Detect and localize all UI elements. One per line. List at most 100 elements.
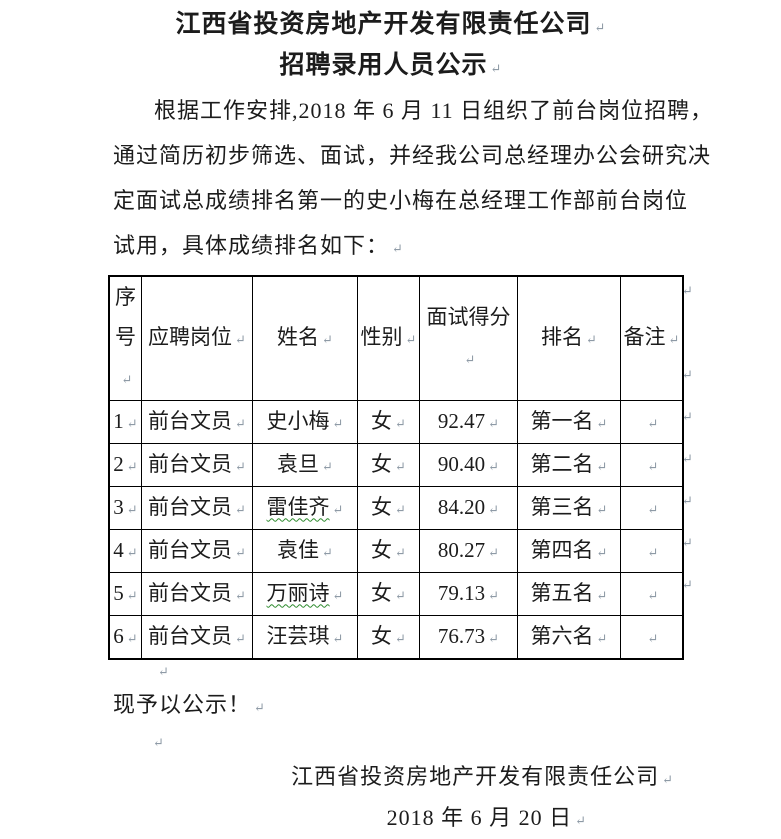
paragraph-mark-icon: ↵ xyxy=(395,458,406,474)
cell-text: 前台文员 xyxy=(148,494,233,519)
paragraph-mark-icon: ↵ xyxy=(126,544,138,560)
header-text: 姓名 xyxy=(277,325,320,349)
row-end-mark-icon: ↵ xyxy=(682,451,693,466)
cell-gender: 女 ↵ xyxy=(357,443,420,487)
cell-no: 3 ↵ xyxy=(108,486,142,530)
cell-text: 雷佳齐 xyxy=(266,494,330,519)
cell-text: 6 xyxy=(113,623,124,648)
cell-text: 前台文员 xyxy=(148,408,233,433)
paragraph-mark-icon: ↵ xyxy=(332,415,344,431)
header-text: 序号 xyxy=(115,285,136,349)
cell-gender: 女 ↵ xyxy=(357,572,420,616)
table-row: 1 ↵ 前台文员 ↵ 史小梅 ↵ 女 ↵ 92.47 ↵ 第一名 ↵ ↵ xyxy=(108,400,684,444)
paragraph-mark-icon: ↵ xyxy=(126,501,138,517)
cell-text: 第五名 xyxy=(530,580,594,605)
cell-rank: 第二名 ↵ xyxy=(517,443,621,487)
row-end-mark-icon: ↵ xyxy=(682,493,693,508)
header-text: 应聘岗位 xyxy=(148,325,233,349)
cell-position: 前台文员 ↵ xyxy=(141,615,253,660)
cell-no: 5 ↵ xyxy=(108,572,142,616)
body-text: 根据工作安排,2018 年 6 月 11 日组织了前台岗位招聘， xyxy=(154,98,714,123)
document: 江西省投资房地产开发有限责任公司 ↵ 招聘录用人员公示 ↵ 根据工作安排,2018 … xyxy=(0,11,781,830)
cell-score: 92.47 ↵ xyxy=(419,400,518,444)
header-gender: 性别 ↵ xyxy=(357,275,420,401)
row-end-mark-icon: ↵ xyxy=(682,535,693,550)
cell-gender: 女 ↵ xyxy=(357,486,420,530)
cell-remark: ↵ xyxy=(620,443,684,487)
cell-text: 女 xyxy=(371,451,393,476)
cell-text: 3 xyxy=(113,494,124,519)
header-remark: 备注 ↵ xyxy=(620,275,684,401)
header-text: 排名 xyxy=(541,325,584,349)
cell-score: 90.40 ↵ xyxy=(419,443,518,487)
paragraph-mark-icon: ↵ xyxy=(332,587,344,603)
cell-position: 前台文员 ↵ xyxy=(141,572,253,616)
score-table: 序号↵ 应聘岗位 ↵ 姓名 ↵ 性别 ↵ 面试得分↵ 排名 ↵ 备注 ↵ 1 ↵ 前台文员 ↵ 史小梅 ↵ 女 ↵ 92… xyxy=(108,275,684,660)
paragraph-mark-icon: ↵ xyxy=(668,332,680,347)
paragraph-mark-icon: ↵ xyxy=(575,813,586,828)
paragraph-mark-icon: ↵ xyxy=(322,332,333,347)
title-text: 江西省投资房地产开发有限责任公司 xyxy=(175,11,592,38)
cell-text: 汪芸琪 xyxy=(266,623,330,648)
table-row: 5 ↵ 前台文员 ↵ 万丽诗 ↵ 女 ↵ 79.13 ↵ 第五名 ↵ ↵ xyxy=(108,572,684,616)
cell-score: 79.13 ↵ xyxy=(419,572,518,616)
paragraph-mark-icon: ↵ xyxy=(158,664,169,679)
paragraph-mark-icon: ↵ xyxy=(126,630,138,646)
cell-text: 第三名 xyxy=(530,494,594,519)
cell-no: 2 ↵ xyxy=(108,443,142,487)
signature-company: 江西省投资房地产开发有限责任公司 ↵ xyxy=(0,757,781,800)
paragraph-mark-icon: ↵ xyxy=(235,415,246,431)
row-end-mark-icon: ↵ xyxy=(682,283,693,298)
doc-title-line2: 招聘录用人员公示 ↵ xyxy=(0,47,781,88)
paragraph-mark-icon: ↵ xyxy=(322,544,333,560)
paragraph-mark-icon: ↵ xyxy=(647,501,659,517)
cell-rank: 第五名 ↵ xyxy=(517,572,621,616)
paragraph-mark-icon: ↵ xyxy=(235,458,246,474)
cell-score: 80.27 ↵ xyxy=(419,529,518,573)
cell-rank: 第一名 ↵ xyxy=(517,400,621,444)
signature-date: 2018 年 6 月 20 日 ↵ xyxy=(0,800,781,839)
row-end-mark-icon: ↵ xyxy=(682,367,693,382)
cell-text: 袁旦 xyxy=(277,451,320,476)
cell-remark: ↵ xyxy=(620,615,684,660)
body-line-3: 定面试总成绩排名第一的史小梅在总经理工作部前台岗位 xyxy=(0,178,687,223)
paragraph-mark-icon: ↵ xyxy=(596,501,608,517)
paragraph-mark-icon: ↵ xyxy=(153,735,164,750)
header-position: 应聘岗位 ↵ xyxy=(141,275,253,401)
cell-text: 前台文员 xyxy=(148,537,233,562)
cell-gender: 女 ↵ xyxy=(357,400,420,444)
paragraph-mark-icon: ↵ xyxy=(395,630,406,646)
cell-position: 前台文员 ↵ xyxy=(141,400,253,444)
paragraph-mark-icon: ↵ xyxy=(488,630,500,646)
body-text: 定面试总成绩排名第一的史小梅在总经理工作部前台岗位 xyxy=(113,188,689,213)
cell-gender: 女 ↵ xyxy=(357,529,420,573)
paragraph-mark-icon: ↵ xyxy=(464,352,476,367)
cell-text: 前台文员 xyxy=(148,451,233,476)
paragraph-mark-icon: ↵ xyxy=(596,544,608,560)
paragraph-mark-icon: ↵ xyxy=(322,458,333,474)
paragraph-mark-icon: ↵ xyxy=(490,61,502,76)
subtitle-text: 招聘录用人员公示 xyxy=(279,52,488,79)
header-text: 面试得分 xyxy=(426,305,511,329)
signature-date-text: 2018 年 6 月 20 日 xyxy=(386,805,573,830)
paragraph-mark-icon: ↵ xyxy=(405,332,417,347)
cell-text: 76.73 xyxy=(437,623,486,648)
paragraph-mark-icon: ↵ xyxy=(647,415,659,431)
paragraph-mark-icon: ↵ xyxy=(488,587,500,603)
cell-text: 5 xyxy=(113,580,124,605)
paragraph-mark-icon: ↵ xyxy=(126,587,138,603)
cell-no: 1 ↵ xyxy=(108,400,142,444)
paragraph-mark-icon: ↵ xyxy=(395,587,406,603)
paragraph-mark-icon: ↵ xyxy=(488,415,500,431)
cell-text: 92.47 xyxy=(437,408,486,433)
paragraph-mark-icon: ↵ xyxy=(596,630,608,646)
paragraph-mark-icon: ↵ xyxy=(121,372,133,387)
row-end-mark-icon: ↵ xyxy=(682,577,693,592)
paragraph-mark-icon: ↵ xyxy=(235,332,246,347)
cell-position: 前台文员 ↵ xyxy=(141,443,253,487)
paragraph-mark-icon: ↵ xyxy=(395,415,406,431)
cell-remark: ↵ xyxy=(620,400,684,444)
cell-name: 史小梅 ↵ xyxy=(252,400,358,444)
paragraph-mark-icon: ↵ xyxy=(332,501,344,517)
cell-score: 84.20 ↵ xyxy=(419,486,518,530)
